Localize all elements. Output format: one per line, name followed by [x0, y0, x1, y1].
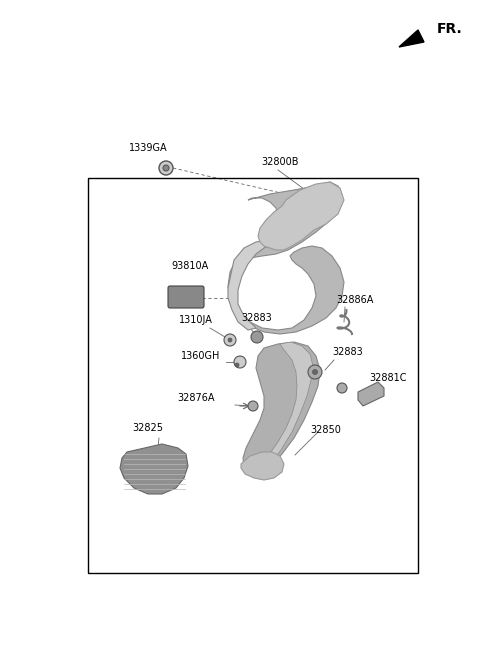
Text: 32876A: 32876A: [177, 393, 215, 403]
Text: 32800B: 32800B: [261, 157, 299, 167]
Circle shape: [224, 334, 236, 346]
Circle shape: [337, 383, 347, 393]
Circle shape: [235, 363, 239, 367]
Polygon shape: [399, 30, 424, 47]
Text: 32881C: 32881C: [369, 373, 407, 383]
Polygon shape: [258, 182, 344, 250]
Circle shape: [248, 401, 258, 411]
Polygon shape: [241, 452, 284, 480]
Circle shape: [251, 331, 263, 343]
Text: 32886A: 32886A: [336, 295, 374, 305]
Text: 1360GH: 1360GH: [181, 351, 221, 361]
Polygon shape: [228, 182, 344, 334]
Polygon shape: [358, 382, 384, 406]
Circle shape: [308, 365, 322, 379]
Text: 32883: 32883: [241, 313, 272, 323]
Polygon shape: [258, 342, 313, 472]
Text: FR.: FR.: [437, 22, 463, 36]
Circle shape: [159, 161, 173, 175]
Text: 1310JA: 1310JA: [179, 315, 213, 325]
Circle shape: [163, 165, 169, 171]
Text: 32883: 32883: [333, 347, 363, 357]
Circle shape: [312, 369, 317, 374]
Circle shape: [234, 356, 246, 368]
Circle shape: [228, 338, 232, 342]
Text: 1339GA: 1339GA: [129, 143, 168, 153]
Bar: [88, 178, 418, 573]
Text: 32825: 32825: [132, 423, 164, 433]
Polygon shape: [120, 444, 188, 494]
Polygon shape: [228, 238, 272, 330]
Text: 93810A: 93810A: [171, 261, 209, 271]
FancyBboxPatch shape: [168, 286, 204, 308]
Text: 32850: 32850: [311, 425, 341, 435]
Polygon shape: [243, 342, 320, 476]
